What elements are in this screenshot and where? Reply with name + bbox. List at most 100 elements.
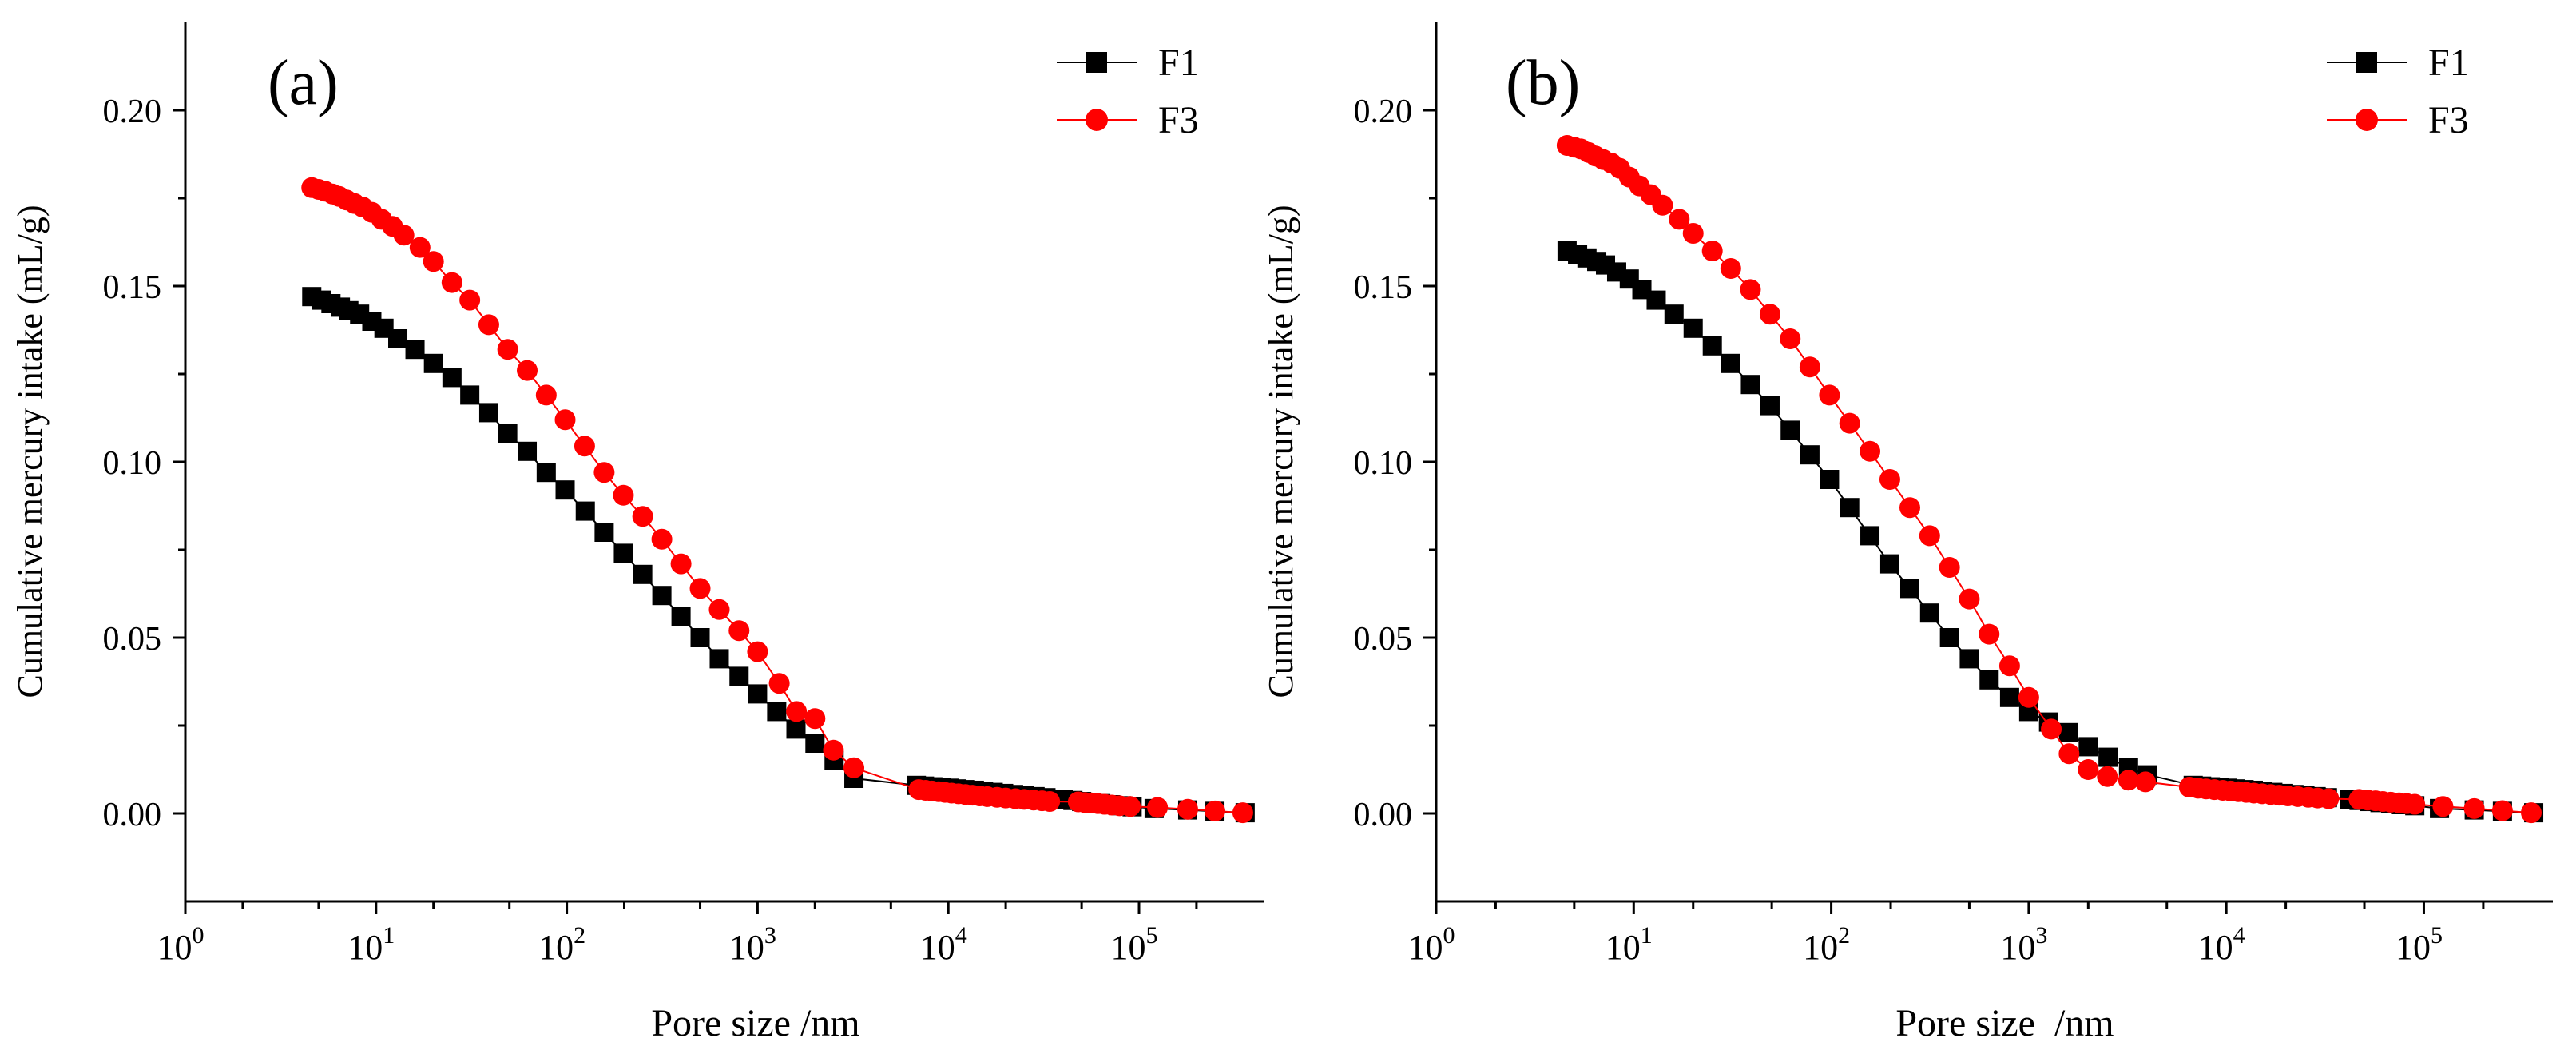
data-point-f3	[1205, 800, 1226, 821]
y-tick-label: 0.10	[103, 445, 162, 482]
data-point-f3	[651, 528, 673, 550]
legend-marker-f3	[1086, 109, 1108, 131]
data-point-f1	[478, 403, 498, 423]
legend: F1 F3	[1057, 42, 1199, 141]
data-point-f3	[423, 251, 444, 272]
panel-label: (b)	[1506, 48, 1580, 118]
x-tick-base: 10	[347, 928, 383, 967]
data-point-f3	[1232, 802, 1253, 824]
data-point-f1	[1740, 375, 1760, 395]
x-tick-exponent: 4	[955, 922, 967, 949]
x-tick-base: 10	[2198, 928, 2233, 967]
data-point-f3	[2521, 802, 2542, 824]
data-point-f3	[768, 673, 790, 694]
data-point-f3	[613, 484, 634, 506]
chart-panel-a: (a) Cumulative mercury intake (mL/g) Por…	[10, 22, 1264, 1044]
y-tick-label: 0.15	[103, 269, 162, 306]
data-point-f3	[804, 708, 826, 730]
data-point-f3	[747, 641, 768, 662]
y-axis-title: Cumulative mercury intake (mL/g)	[10, 205, 50, 698]
data-point-f3	[409, 237, 431, 258]
data-point-f1	[805, 734, 825, 753]
data-point-f3	[2041, 718, 2062, 740]
data-point-f1	[2058, 722, 2078, 742]
data-point-f1	[498, 424, 518, 443]
data-point-f1	[1800, 445, 1820, 465]
x-tick-exponent: 0	[193, 922, 204, 949]
data-point-f1	[613, 543, 633, 563]
x-tick-label: 100	[1408, 922, 1455, 967]
x-tick-label: 102	[538, 922, 585, 967]
data-point-f1	[460, 385, 480, 405]
data-point-f3	[1669, 209, 1690, 230]
y-tick-label: 0.20	[103, 93, 162, 130]
data-point-f3	[708, 599, 730, 620]
data-point-f1	[729, 666, 749, 686]
data-point-f3	[2491, 800, 2513, 821]
data-point-f3	[670, 553, 692, 575]
x-tick-exponent: 5	[1146, 922, 1158, 949]
data-point-f3	[786, 701, 808, 722]
x-tick-base: 10	[920, 928, 955, 967]
legend-label-f3: F3	[1158, 99, 1199, 141]
x-tick-label: 102	[1803, 922, 1850, 967]
y-tick-label: 0.15	[1354, 269, 1413, 306]
data-point-f3	[441, 272, 462, 293]
data-point-f1	[575, 501, 595, 521]
x-tick-label: 103	[729, 922, 776, 967]
data-point-f3	[2463, 797, 2485, 819]
data-point-f3	[1682, 223, 1704, 244]
data-point-f3	[574, 436, 595, 457]
x-tick-exponent: 2	[574, 922, 585, 949]
data-point-f3	[1039, 791, 1061, 813]
x-tick-base: 10	[2000, 928, 2035, 967]
data-point-f1	[1664, 304, 1684, 324]
data-point-f3	[1177, 798, 1198, 820]
data-point-f3	[728, 620, 750, 642]
data-point-f1	[633, 564, 653, 584]
data-point-f3	[1120, 796, 1141, 817]
y-tick-label: 0.20	[1354, 93, 1413, 130]
data-point-f3	[1759, 304, 1780, 325]
data-point-f1	[1999, 687, 2019, 707]
x-tick-base: 10	[1111, 928, 1146, 967]
x-tick-exponent: 3	[764, 922, 776, 949]
data-point-f3	[2118, 770, 2139, 791]
x-tick-label: 105	[2395, 922, 2443, 967]
data-point-f3	[2078, 759, 2099, 780]
data-point-f3	[535, 384, 557, 406]
data-point-f3	[1939, 557, 1960, 578]
data-point-f1	[1721, 353, 1740, 373]
data-point-f1	[1820, 470, 1840, 489]
y-tick-label: 0.00	[103, 797, 162, 833]
data-point-f3	[393, 225, 415, 246]
series-f3	[301, 177, 1253, 824]
y-ticks: 0.00 0.05 0.10 0.15 0.20	[103, 93, 185, 833]
data-point-f3	[1147, 797, 1169, 818]
x-tick-exponent: 1	[1641, 922, 1653, 949]
x-tick-base: 10	[2395, 928, 2431, 967]
x-tick-exponent: 3	[2035, 922, 2047, 949]
y-ticks: 0.00 0.05 0.10 0.15 0.20	[1354, 93, 1436, 833]
y-tick-label: 0.05	[1354, 621, 1413, 658]
data-point-f3	[2097, 766, 2118, 787]
legend-marker-f1	[1086, 52, 1107, 73]
x-tick-base: 10	[157, 928, 193, 967]
x-axis-title: Pore size /nm	[651, 1002, 859, 1044]
data-point-f3	[1959, 588, 1980, 610]
data-point-f3	[1860, 440, 1881, 462]
data-point-f3	[1919, 525, 1940, 547]
data-point-f3	[1839, 412, 1860, 434]
x-tick-exponent: 2	[1838, 922, 1850, 949]
data-point-f3	[459, 289, 481, 311]
data-point-f3	[1979, 623, 2000, 645]
data-point-f1	[405, 340, 425, 360]
data-point-f1	[748, 684, 768, 704]
data-point-f3	[1740, 279, 1761, 300]
y-tick-label: 0.10	[1354, 445, 1413, 482]
data-point-f3	[1799, 356, 1820, 378]
data-point-f1	[388, 329, 408, 348]
y-tick-label: 0.05	[103, 621, 162, 658]
data-point-f3	[2135, 771, 2157, 793]
